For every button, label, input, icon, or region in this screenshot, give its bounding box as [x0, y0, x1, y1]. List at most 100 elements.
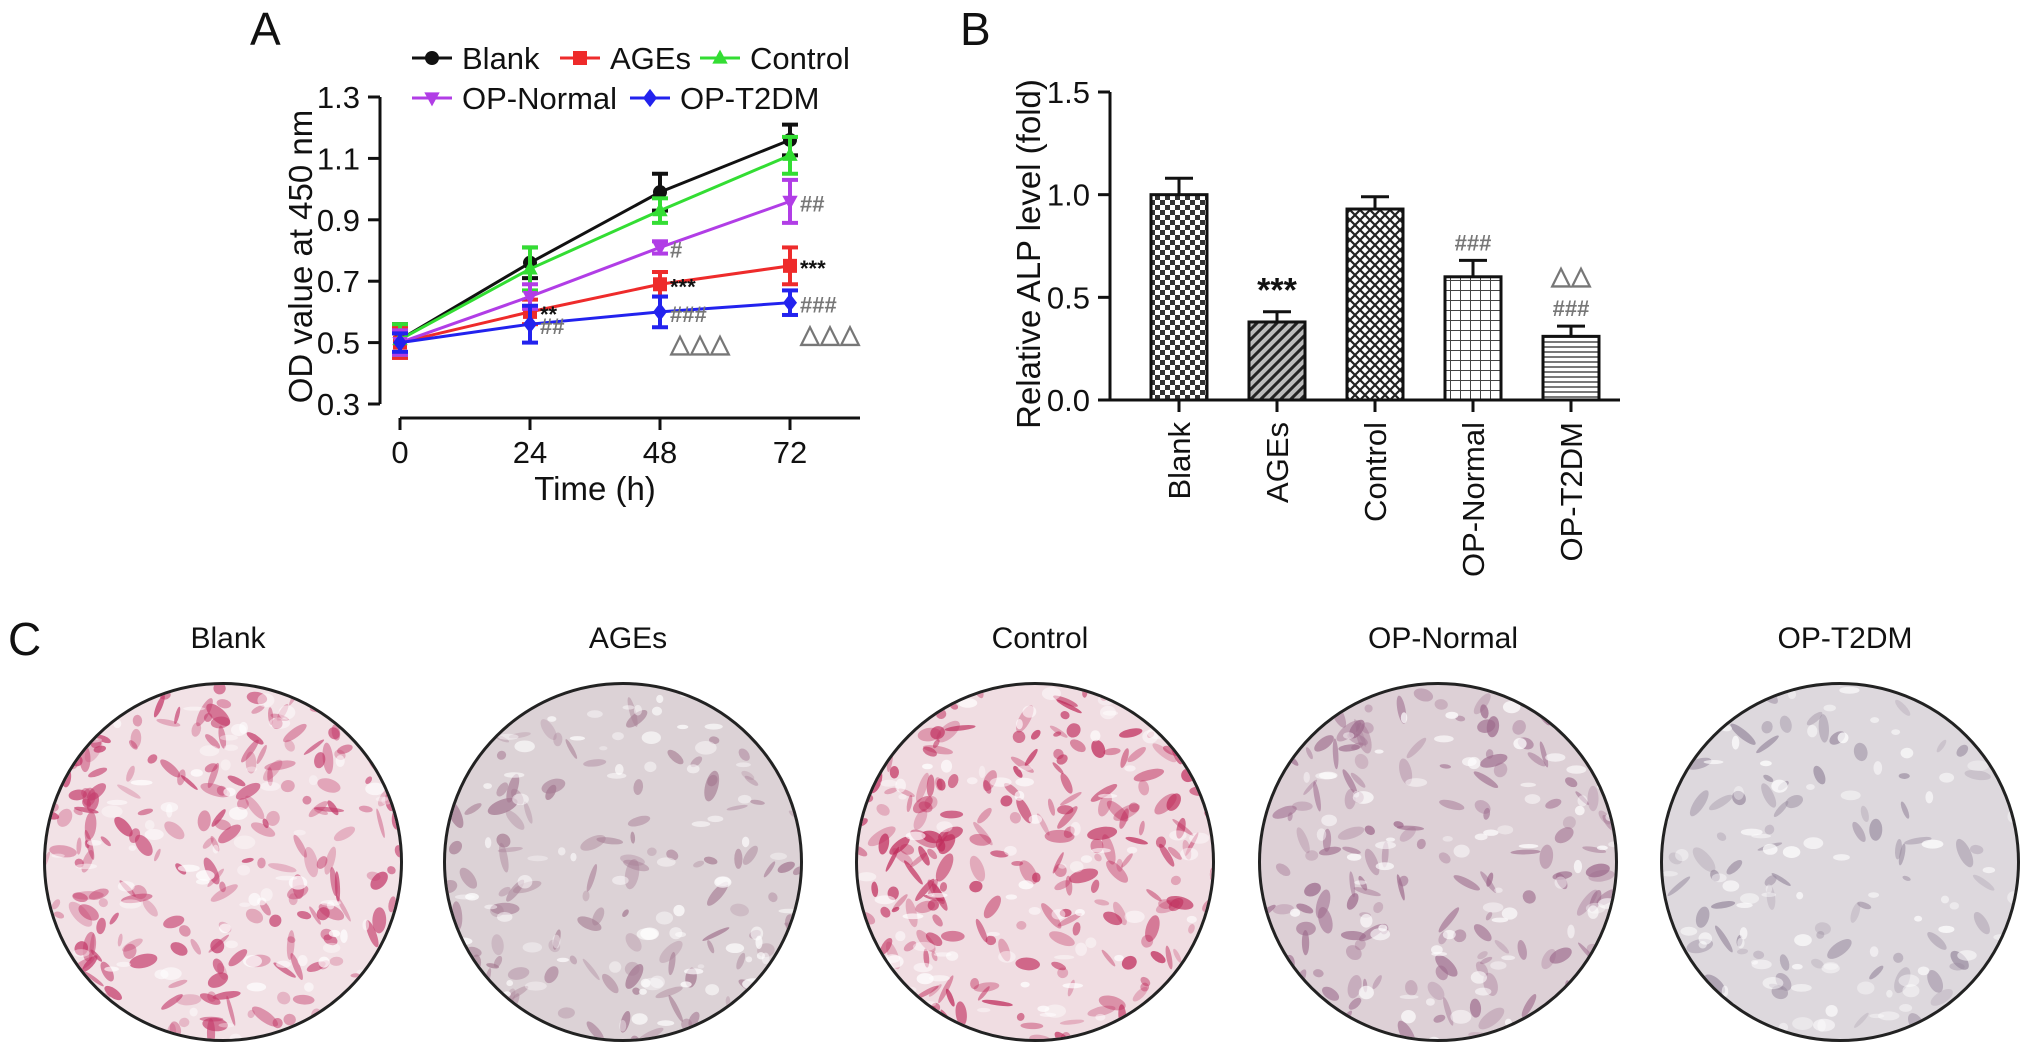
legend-label: Blank [462, 41, 540, 76]
legend-marker [425, 51, 439, 65]
data-point [782, 195, 798, 210]
panel-label-a: A [250, 3, 281, 55]
significance-mark: *** [800, 256, 826, 281]
legend-marker [424, 92, 440, 107]
y-tick-label: 0.0 [1047, 383, 1090, 418]
x-tick-label: Control [1358, 422, 1393, 522]
bar-ages [1247, 310, 1307, 402]
stain-texture [46, 685, 400, 1039]
significance-mark: ### [1455, 230, 1492, 255]
x-tick-label: 48 [643, 435, 677, 470]
data-point [652, 202, 668, 217]
y-tick-label: 1.1 [317, 141, 360, 176]
data-point [522, 290, 538, 305]
significance-mark: △△ [1550, 260, 1592, 290]
y-tick-label: 0.3 [317, 387, 360, 422]
bar [1345, 207, 1405, 402]
stained-dish-blank [43, 682, 403, 1042]
stain-texture [858, 685, 1212, 1039]
significance-mark: ### [800, 293, 837, 318]
significance-mark: ## [540, 314, 564, 339]
dish-label-ages: AGEs [588, 622, 668, 655]
significance-mark: ### [670, 302, 707, 327]
x-tick-label: AGEs [1260, 422, 1295, 503]
bar [1149, 193, 1209, 402]
y-tick-label: 1.5 [1047, 75, 1090, 110]
legend-item-control: Control [700, 41, 850, 76]
legend-marker [712, 49, 728, 64]
y-tick-label: 0.5 [1047, 280, 1090, 315]
bar [1443, 275, 1503, 402]
significance-mark: ** [540, 302, 558, 327]
data-point [653, 302, 667, 321]
bar [1541, 334, 1601, 402]
data-point [652, 241, 668, 256]
significance-mark: △△△ [799, 319, 861, 349]
legend-marker [573, 51, 587, 65]
significance-mark: # [670, 237, 682, 262]
legend-marker [643, 88, 657, 108]
significance-mark: ## [800, 191, 824, 216]
legend-label: OP-T2DM [680, 81, 820, 116]
series-line [399, 138, 791, 341]
series-op-t2dm [392, 288, 798, 354]
legend-item-op-normal: OP-Normal [412, 81, 617, 116]
data-point [782, 146, 798, 161]
legend-label: AGEs [610, 41, 691, 76]
panel-label-b: B [960, 3, 991, 55]
x-tick-label: OP-T2DM [1554, 422, 1589, 562]
series-line [399, 264, 791, 345]
y-tick-label: 0.5 [317, 326, 360, 361]
x-tick-label: OP-Normal [1456, 422, 1491, 577]
y-axis-title: OD value at 450 nm [282, 110, 319, 404]
bar-op-normal [1443, 258, 1503, 402]
data-point [393, 333, 407, 352]
bar-blank [1149, 176, 1209, 402]
legend-item-op-t2dm: OP-T2DM [630, 81, 820, 116]
y-axis-title: Relative ALP level (fold) [1010, 79, 1047, 429]
significance-mark: ### [1553, 296, 1590, 321]
series-control [392, 134, 798, 357]
stained-dish-control [855, 682, 1215, 1042]
dish-label-control: Control [991, 622, 1089, 655]
legend-label: OP-Normal [462, 81, 617, 116]
alp-staining-panel: Blank AGEs Control OP-Normal OP-T2DM [0, 600, 2032, 1051]
y-tick-label: 1.3 [317, 80, 360, 115]
data-point [783, 258, 797, 273]
stained-dish-ages [443, 682, 803, 1042]
x-tick-label: 24 [513, 435, 547, 470]
significance-mark: *** [670, 274, 696, 299]
data-point [653, 277, 667, 292]
bar [1247, 320, 1307, 402]
data-point [523, 315, 537, 334]
data-point [783, 293, 797, 312]
x-tick-label: 0 [391, 435, 408, 470]
y-tick-label: 0.7 [317, 264, 360, 299]
data-point [522, 260, 538, 275]
panel-label-c: C [8, 613, 42, 665]
series-line [399, 301, 791, 345]
stained-dish-op-t2dm [1660, 682, 2020, 1042]
stained-dish-op-normal [1258, 682, 1618, 1042]
stain-texture [446, 685, 800, 1039]
y-tick-label: 1.0 [1047, 178, 1090, 213]
x-tick-label: 72 [773, 435, 807, 470]
data-point [653, 185, 667, 200]
dish-label-op-normal: OP-Normal [1367, 622, 1518, 655]
series-line [399, 199, 791, 345]
series-line [399, 153, 791, 341]
dish-label-blank: Blank [190, 622, 266, 655]
series-ages [392, 245, 798, 360]
stain-texture [1261, 685, 1615, 1039]
legend-item-ages: AGEs [560, 41, 691, 76]
x-tick-label: Blank [1162, 422, 1197, 500]
x-axis-title: Time (h) [534, 470, 656, 507]
stain-texture [1663, 685, 2017, 1039]
bar-control [1345, 195, 1405, 402]
legend-label: Control [750, 41, 850, 76]
growth-line-chart: 0.3 0.5 0.7 0.9 1.1 1.3 0 24 48 72 Time (h) OD valu… [282, 41, 861, 507]
dish-label-op-t2dm: OP-T2DM [1777, 622, 1913, 655]
significance-mark: △△△ [669, 328, 731, 358]
y-tick-label: 0.9 [317, 203, 360, 238]
